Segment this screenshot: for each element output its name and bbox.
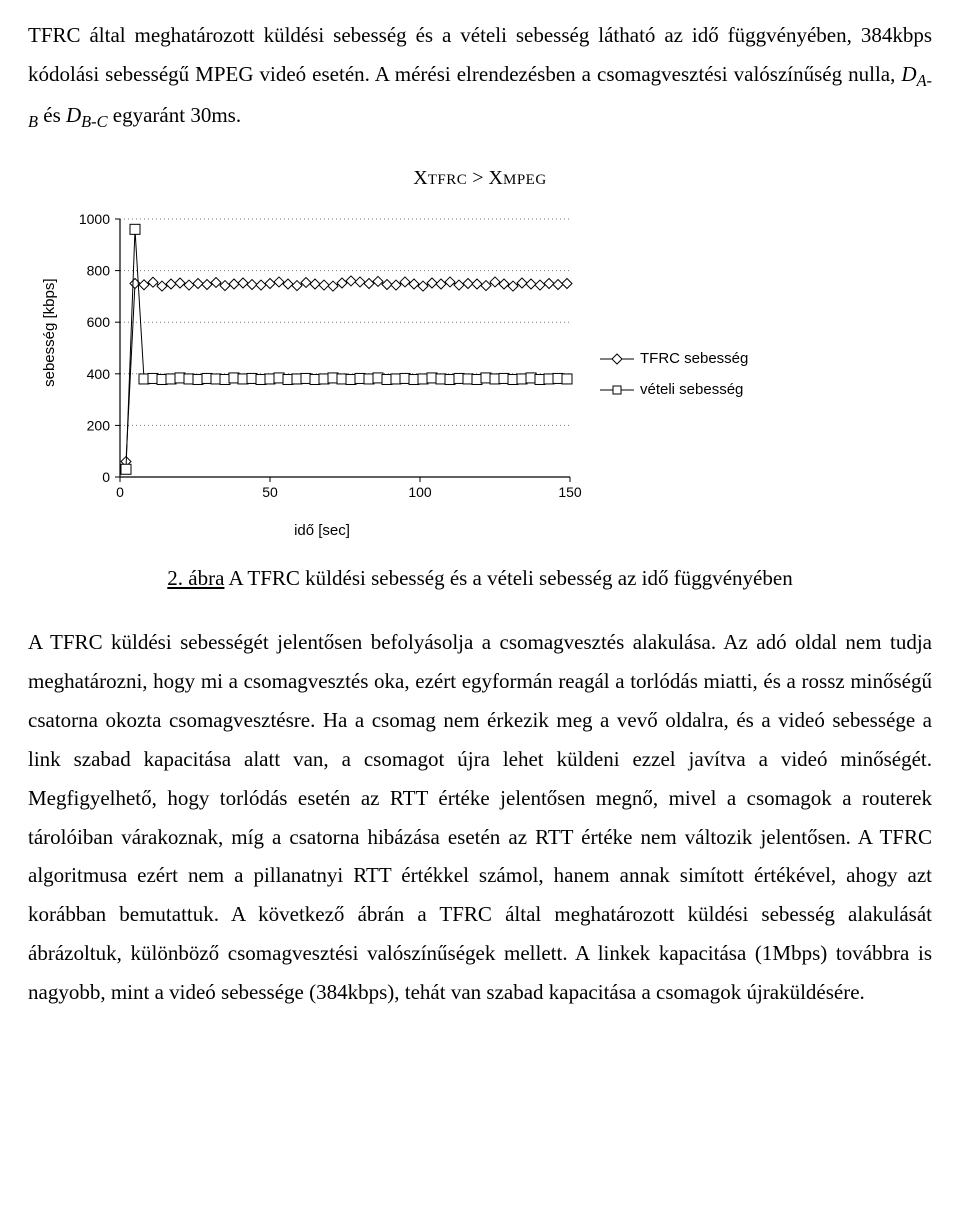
svg-text:50: 50 [262,484,278,500]
legend-swatch-square [600,383,634,397]
plot-column: 0 200 400 600 800 1000 0 50 100 150 idő [sec] [62,205,582,545]
formula-mpeg: MPEG [503,172,547,188]
legend-label-tfrc: TFRC sebesség [640,345,748,373]
legend: TFRC sebesség vételi sebesség [600,342,748,407]
intro-text-3c: egyaránt 30ms. [108,103,242,127]
figure-caption: 2. ábra A TFRC küldési sebesség és a vét… [28,559,932,598]
svg-text:1000: 1000 [79,211,110,227]
svg-text:400: 400 [87,366,111,382]
line-chart: 0 200 400 600 800 1000 0 50 100 150 [62,205,582,515]
x-axis-label: idő [sec] [62,517,582,545]
intro-text-3a: valószínűség nulla, [734,62,902,86]
legend-item-tfrc: TFRC sebesség [600,345,748,373]
formula-title: XTFRC > XMPEG [28,160,932,197]
intro-var-dbc: D [66,103,81,127]
caption-head: 2. ábra [167,566,224,590]
formula-tfrc: TFRC [428,172,468,188]
intro-var-dab: D [901,62,916,86]
svg-text:800: 800 [87,262,111,278]
intro-paragraph: TFRC által meghatározott küldési sebessé… [28,16,932,138]
formula-gt: > [467,167,488,189]
svg-text:0: 0 [102,469,110,485]
legend-label-veteli: vételi sebesség [640,376,743,404]
y-label-container: sebesség [kbps] [38,225,62,525]
formula-x2: X [489,167,503,189]
svg-text:150: 150 [558,484,582,500]
body-paragraph: A TFRC küldési sebességét jelentősen bef… [28,623,932,1011]
chart-container: sebesség [kbps] 0 200 400 600 800 1000 0 50 100 1… [38,205,932,545]
y-axis-label: sebesség [kbps] [36,363,64,387]
svg-text:200: 200 [87,417,111,433]
formula-x1: X [413,167,427,189]
legend-item-veteli: vételi sebesség [600,376,748,404]
intro-sub-bc: B-C [81,113,107,132]
svg-text:0: 0 [116,484,124,500]
legend-swatch-diamond [600,352,634,366]
svg-text:100: 100 [408,484,432,500]
chart-wrap: sebesség [kbps] 0 200 400 600 800 1000 0 50 100 1… [38,205,748,545]
page: TFRC által meghatározott küldési sebessé… [0,0,960,1210]
caption-rest: A TFRC küldési sebesség és a vételi sebe… [224,566,792,590]
intro-text-3b: és [38,103,66,127]
intro-text-1: TFRC által meghatározott küldési sebessé… [28,23,852,47]
svg-text:600: 600 [87,314,111,330]
